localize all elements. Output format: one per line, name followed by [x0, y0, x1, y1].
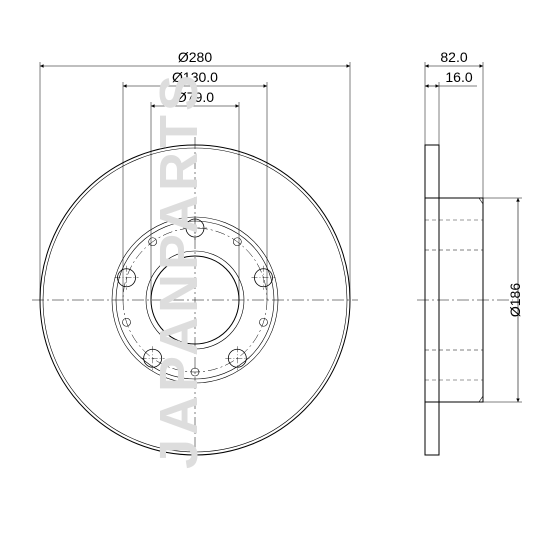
- side-view: 82.0 16.0 Ø186: [417, 49, 523, 455]
- dim-total-width: 82.0: [440, 49, 467, 65]
- dim-outer-diameter: Ø280: [178, 49, 212, 65]
- dim-hat-diameter: Ø186: [507, 283, 523, 317]
- front-view: Ø280 Ø130.0 Ø79.0: [32, 49, 358, 463]
- dim-disc-thickness: 16.0: [445, 69, 472, 85]
- dim-bolt-circle-diameter: Ø130.0: [172, 69, 218, 85]
- dim-center-bore-diameter: Ø79.0: [176, 89, 214, 105]
- technical-drawing: Ø280 Ø130.0 Ø79.0 82.0 16.0 Ø186: [0, 0, 540, 540]
